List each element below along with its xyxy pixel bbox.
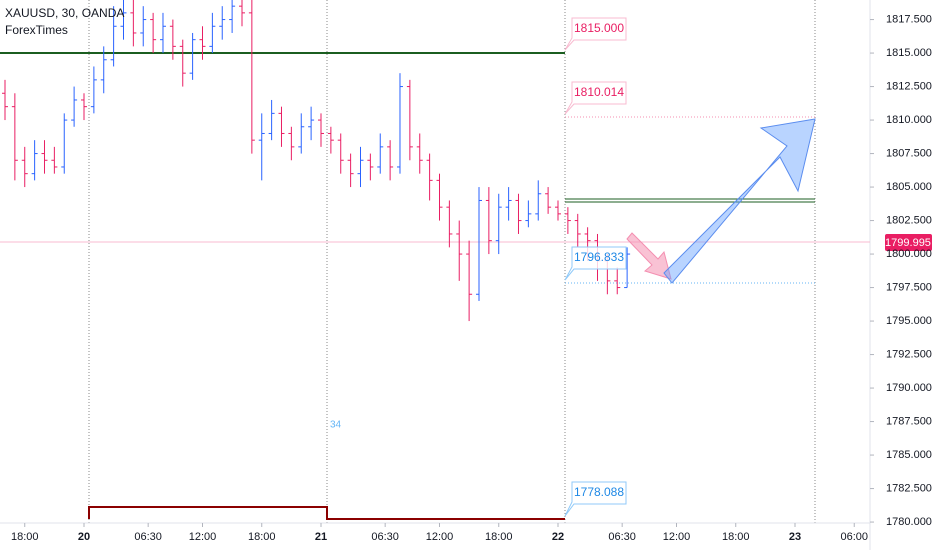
bars bbox=[2, 0, 631, 322]
x-tick-label: 18:00 bbox=[248, 531, 276, 543]
x-tick-label: 12:00 bbox=[189, 531, 217, 543]
arrow bbox=[663, 118, 816, 284]
price-label-text: 1796.833 bbox=[574, 250, 624, 264]
price-label: 1778.088 bbox=[564, 481, 627, 517]
last-price: 1799.995 bbox=[885, 237, 931, 249]
price-label-text: 1778.088 bbox=[574, 485, 624, 499]
y-tick-label: 1790.000 bbox=[886, 382, 932, 394]
y-tick-label: 1807.500 bbox=[886, 147, 932, 159]
author: ForexTimes bbox=[5, 23, 68, 37]
y-tick-label: 1780.000 bbox=[886, 516, 932, 528]
x-tick-label: 18:00 bbox=[11, 531, 39, 543]
price-label: 1810.014 bbox=[564, 81, 627, 115]
price-label-text: 1810.014 bbox=[574, 85, 624, 99]
y-tick-label: 1782.500 bbox=[886, 482, 932, 494]
annotation: 34 bbox=[330, 420, 342, 431]
x-tick-label: 06:30 bbox=[371, 531, 399, 543]
y-tick-label: 1785.000 bbox=[886, 449, 932, 461]
session-lines bbox=[88, 0, 816, 523]
x-tick-label: 23 bbox=[789, 531, 801, 543]
arrow bbox=[626, 232, 672, 280]
y-tick-label: 1812.500 bbox=[886, 80, 932, 92]
y-tick-label: 1815.000 bbox=[886, 47, 932, 59]
y-tick-label: 1795.000 bbox=[886, 315, 932, 327]
level-line bbox=[88, 506, 565, 520]
last-price-badge bbox=[885, 234, 932, 251]
y-tick-label: 1787.500 bbox=[886, 415, 932, 427]
x-tick-label: 12:00 bbox=[426, 531, 454, 543]
x-tick-label: 12:00 bbox=[663, 531, 691, 543]
y-tick-label: 1802.500 bbox=[886, 214, 932, 226]
price-label-text: 1815.000 bbox=[574, 21, 624, 35]
x-tick-label: 18:00 bbox=[722, 531, 750, 543]
y-tick-label: 1792.500 bbox=[886, 348, 932, 360]
y-tick-label: 1817.500 bbox=[886, 13, 932, 25]
price-label: 1796.833 bbox=[564, 246, 627, 281]
x-tick-label: 06:30 bbox=[608, 531, 636, 543]
y-tick-label: 1805.000 bbox=[886, 181, 932, 193]
x-tick-label: 06:00 bbox=[840, 531, 868, 543]
x-tick-label: 06:30 bbox=[134, 531, 162, 543]
price-label: 1815.000 bbox=[564, 17, 627, 51]
x-tick-label: 21 bbox=[315, 531, 327, 543]
x-tick-label: 22 bbox=[552, 531, 564, 543]
y-tick-label: 1800.000 bbox=[886, 248, 932, 260]
symbol: XAUUSD, 30, OANDA bbox=[5, 6, 124, 20]
x-tick-label: 20 bbox=[78, 531, 90, 543]
y-tick-label: 1797.500 bbox=[886, 281, 932, 293]
y-tick-label: 1810.000 bbox=[886, 114, 932, 126]
x-tick-label: 18:00 bbox=[485, 531, 513, 543]
